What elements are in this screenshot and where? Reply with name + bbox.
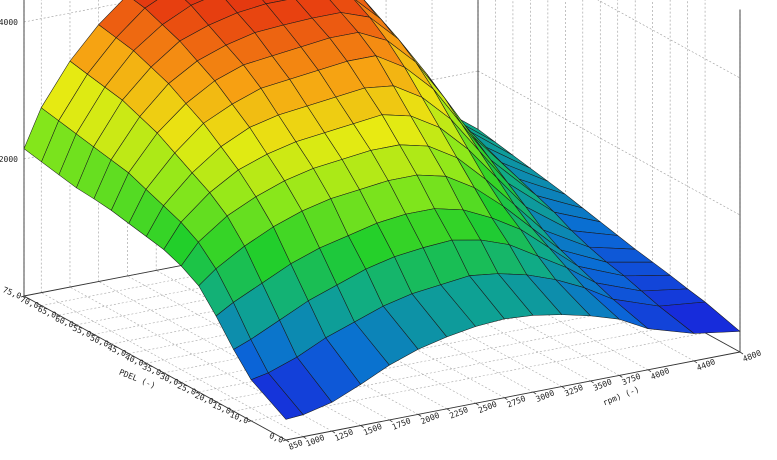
x-tick-label: 3750 (621, 372, 642, 388)
x-tick-label: 3000 (534, 388, 555, 404)
x-tick-label: 1750 (391, 416, 412, 432)
y-tick-mark (178, 382, 182, 384)
y-tick-mark (125, 353, 129, 355)
y-tick-label: 35,0 (141, 362, 162, 378)
surface-cell (658, 301, 741, 334)
x-tick-label: 1000 (305, 433, 326, 449)
x-tick-mark (647, 369, 652, 373)
x-tick-mark (446, 408, 451, 412)
x-tick-label: 4400 (695, 357, 716, 373)
y-tick-label: 15,0 (211, 400, 232, 416)
y-tick-mark (108, 343, 112, 346)
x-tick-mark (619, 375, 623, 378)
y-tick-mark (160, 372, 164, 375)
x-tick-mark (590, 380, 594, 384)
floor-edge (285, 351, 741, 441)
y-tick-mark (55, 314, 60, 317)
y-tick-label: 45,0 (106, 343, 127, 359)
y-tick-label: 20,0 (194, 391, 215, 407)
y-tick-mark (143, 362, 147, 365)
y-tick-label: 70,0 (19, 295, 40, 311)
x-tick-mark (417, 414, 422, 417)
y-tick-mark (247, 420, 252, 423)
x-tick-mark (739, 351, 744, 355)
x-tick-mark (303, 436, 307, 439)
x-tick-mark (504, 397, 508, 401)
back-wall-gridline-z (23, 0, 140, 23)
surface-cell (185, 0, 205, 6)
y-tick-label: 30,0 (159, 372, 180, 388)
x-tick-label: 4000 (649, 366, 670, 382)
surface-mesh (23, 0, 741, 420)
x-tick-label: 3500 (592, 377, 613, 393)
y-tick-mark (38, 305, 42, 307)
y-tick-label: 10,0 (228, 410, 249, 426)
side-wall-gridline-z (477, 70, 741, 216)
x-tick-mark (285, 439, 290, 443)
side-wall-gridline-z (597, 0, 741, 79)
y-tick-mark (195, 391, 199, 394)
x-tick-label: 2500 (477, 399, 498, 415)
floor-gridline-x (41, 292, 304, 437)
x-tick-mark (331, 430, 336, 434)
floor-gridline-y (251, 332, 706, 422)
x-tick-mark (532, 391, 537, 395)
floor-edge (23, 295, 287, 441)
y-tick-label: 0,0 (268, 431, 285, 445)
y-tick-mark (90, 334, 94, 336)
x-tick-label: 2250 (448, 405, 469, 421)
x-tick-mark (561, 386, 566, 389)
z-tick-label: 2000 (0, 155, 18, 164)
y-tick-label: 25,0 (176, 381, 197, 397)
y-tick-mark (20, 295, 25, 298)
y-tick-mark (282, 439, 287, 442)
y-tick-mark (73, 324, 77, 327)
x-tick-mark (360, 425, 364, 428)
y-tick-label: 60,0 (54, 314, 75, 330)
x-tick-label: 2000 (420, 411, 441, 427)
y-tick-label: 55,0 (71, 324, 92, 340)
y-tick-label: 65,0 (36, 304, 57, 320)
surface-cell (133, 0, 158, 9)
x-tick-label: 2750 (506, 394, 527, 410)
y-tick-label: 75,0 (1, 285, 22, 301)
x-tick-label: 1250 (333, 427, 354, 443)
y-tick-mark (213, 401, 217, 403)
y-tick-mark (230, 410, 234, 413)
y-tick-label: 50,0 (89, 333, 110, 349)
z-tick-label: 4000 (0, 18, 18, 27)
x-tick-mark (693, 360, 698, 364)
x-tick-mark (475, 402, 479, 406)
x-tick-mark (389, 419, 393, 423)
x-axis-title: rpm) (-) (602, 385, 641, 408)
x-tick-label: 850 (287, 438, 304, 452)
y-tick-label: 40,0 (124, 352, 145, 368)
x-tick-label: 3250 (563, 383, 584, 399)
x-tick-label: 1500 (362, 422, 383, 438)
x-tick-label: 4800 (741, 348, 762, 364)
